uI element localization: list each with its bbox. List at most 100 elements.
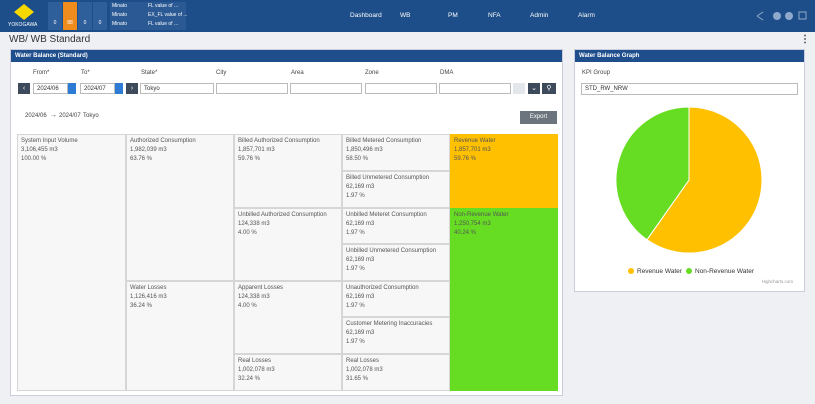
breadcrumb: WB/ WB Standard xyxy=(9,34,91,45)
clear-button[interactable] xyxy=(513,83,525,94)
cell-percent: 100.00 % xyxy=(21,156,47,162)
cell-volume: 1,857,701 m3 xyxy=(238,147,275,153)
to-input[interactable]: 2024/07 xyxy=(80,83,115,94)
cell-title: Billed Authorized Consumption xyxy=(238,138,320,144)
balance-cell[interactable]: Customer Metering Inaccuracies 62,169 m3 1… xyxy=(342,317,450,354)
cell-volume: 1,850,496 m3 xyxy=(346,147,383,153)
balance-cell[interactable]: Billed Authorized Consumption 1,857,701 m… xyxy=(234,134,342,208)
balance-cell[interactable]: System Input Volume 3,106,455 m3 100.00 % xyxy=(17,134,126,391)
kpi-select[interactable]: STD_RW_NRW xyxy=(581,83,798,95)
cell-volume: 62,169 m3 xyxy=(346,294,375,300)
balance-cell[interactable]: Revenue Water 1,857,701 m3 59.76 % xyxy=(450,134,558,208)
cell-title: Customer Metering Inaccuracies xyxy=(346,321,433,327)
cell-title: Real Losses xyxy=(346,358,380,364)
filter-label: DMA xyxy=(440,70,454,76)
balance-cell[interactable]: Unbilled Unmetered Consumption 62,169 m3 1… xyxy=(342,244,450,281)
calendar[interactable] xyxy=(68,83,76,94)
cell-volume: 3,106,455 m3 xyxy=(21,147,58,153)
notifications: Minato FL value of ... Minato EX_FL value o… xyxy=(110,2,188,30)
counter[interactable]: 0 xyxy=(78,2,92,30)
toggle-button[interactable]: ⌄ xyxy=(528,83,540,94)
balance-cell[interactable]: Apparent Losses 124,338 m3 4.00 % xyxy=(234,281,342,354)
balance-cell[interactable]: Non-Revenue Water 1,250,754 m3 40.24 % xyxy=(450,208,558,391)
legend-marker xyxy=(628,268,634,274)
nav-item[interactable]: Admin xyxy=(530,12,549,19)
balance-cell[interactable]: Water Losses 1,126,416 m3 36.24 % xyxy=(126,281,234,391)
cell-title: Non-Revenue Water xyxy=(454,212,509,218)
cell-volume: 124,338 m3 xyxy=(238,294,270,300)
cell-percent: 36.24 % xyxy=(130,303,153,309)
cell-title: Billed Unmetered Consumption xyxy=(346,175,430,181)
nav-item[interactable]: Dashboard xyxy=(350,12,382,19)
balance-cell[interactable]: Billed Unmetered Consumption 62,169 m3 1.9… xyxy=(342,171,450,208)
nav-item[interactable]: WB xyxy=(400,12,411,19)
legend-marker xyxy=(686,268,692,274)
note-place: Minato xyxy=(112,3,128,9)
export-button[interactable]: Export xyxy=(520,111,557,124)
menu[interactable]: ⋮ xyxy=(800,34,810,45)
cell-title: Unbilled Authorized Consumption xyxy=(238,212,327,218)
graph-panel: Water Balance Graph KPI Group STD_RW_NRW… xyxy=(574,49,805,292)
cell-percent: 4.00 % xyxy=(238,230,257,236)
state-select[interactable]: Tokyo xyxy=(140,83,214,94)
filter-label: State* xyxy=(141,70,158,76)
cell-volume: 62,169 m3 xyxy=(346,330,375,336)
next-button[interactable]: › xyxy=(126,83,138,94)
note-place: Minato xyxy=(112,12,128,18)
cell-percent: 4.00 % xyxy=(238,303,257,309)
search-button[interactable]: ⚲ xyxy=(542,83,556,94)
cell-percent: 1.97 % xyxy=(346,339,365,345)
toolbar-icons[interactable] xyxy=(755,10,807,22)
cell-percent: 40.24 % xyxy=(454,230,477,236)
kpi-label: KPI Group xyxy=(582,70,611,76)
balance-cell[interactable]: Unbilled Meteret Consumption 62,169 m3 1.9… xyxy=(342,208,450,244)
cell-title: Unauthorized Consumption xyxy=(346,285,419,291)
counter[interactable]: 0 xyxy=(93,2,107,30)
note-place: Minato xyxy=(112,21,128,27)
cell-percent: 58.50 % xyxy=(346,156,369,162)
pie-chart: Revenue Water Non-Revenue Water Highcharts… xyxy=(615,106,793,284)
pie-slice xyxy=(646,106,763,254)
cell-title: Apparent Losses xyxy=(238,285,284,291)
cell-volume: 62,169 m3 xyxy=(346,257,375,263)
cell-title: Water Losses xyxy=(130,285,167,291)
cell-percent: 1.97 % xyxy=(346,303,365,309)
nav-item[interactable]: Alarm xyxy=(578,12,595,19)
filter-select[interactable] xyxy=(216,83,288,94)
nav-item[interactable]: NFA xyxy=(488,12,501,19)
balance-panel: Water Balance (Standard) From* To* State* C… xyxy=(10,49,563,396)
cell-volume: 1,982,039 m3 xyxy=(130,147,167,153)
balance-cell[interactable]: Authorized Consumption 1,982,039 m3 63.76 … xyxy=(126,134,234,281)
panel-title: Water Balance (Standard) xyxy=(11,50,562,62)
calendar[interactable] xyxy=(115,83,123,94)
cell-volume: 1,250,754 m3 xyxy=(454,221,491,227)
balance-cell[interactable]: Real Losses 1,002,078 m3 32.24 % xyxy=(234,354,342,391)
logo xyxy=(14,4,34,20)
filter-label: City xyxy=(216,70,227,76)
nav-item[interactable]: PM xyxy=(448,12,458,19)
cell-volume: 62,169 m3 xyxy=(346,184,375,190)
balance-cell[interactable]: Billed Metered Consumption 1,850,496 m3 58… xyxy=(342,134,450,171)
counter[interactable]: 88 xyxy=(63,2,77,30)
cell-title: Billed Metered Consumption xyxy=(346,138,422,144)
prev-button[interactable]: ‹ xyxy=(18,83,30,94)
legend-label: Revenue Water xyxy=(637,268,683,275)
cell-percent: 63.76 % xyxy=(130,156,153,162)
cell-title: Unbilled Unmetered Consumption xyxy=(346,248,437,254)
filter-label: Zone xyxy=(365,70,379,76)
counter[interactable]: 0 xyxy=(48,2,62,30)
cell-volume: 124,338 m3 xyxy=(238,221,270,227)
brand: YOKOGAWA xyxy=(8,22,38,28)
balance-cell[interactable]: Real Losses 1,002,078 m3 31.65 % xyxy=(342,354,450,391)
filter-select[interactable] xyxy=(290,83,362,94)
from-input[interactable]: 2024/06 xyxy=(33,83,68,94)
balance-cell[interactable]: Unauthorized Consumption 62,169 m3 1.97 % xyxy=(342,281,450,317)
cell-title: System Input Volume xyxy=(21,138,78,144)
cell-title: Real Losses xyxy=(238,358,272,364)
cell-percent: 1.97 % xyxy=(346,193,365,199)
balance-cell[interactable]: Unbilled Authorized Consumption 124,338 m… xyxy=(234,208,342,281)
filter-select[interactable] xyxy=(439,83,511,94)
cell-percent: 59.76 % xyxy=(238,156,261,162)
filter-select[interactable] xyxy=(365,83,437,94)
